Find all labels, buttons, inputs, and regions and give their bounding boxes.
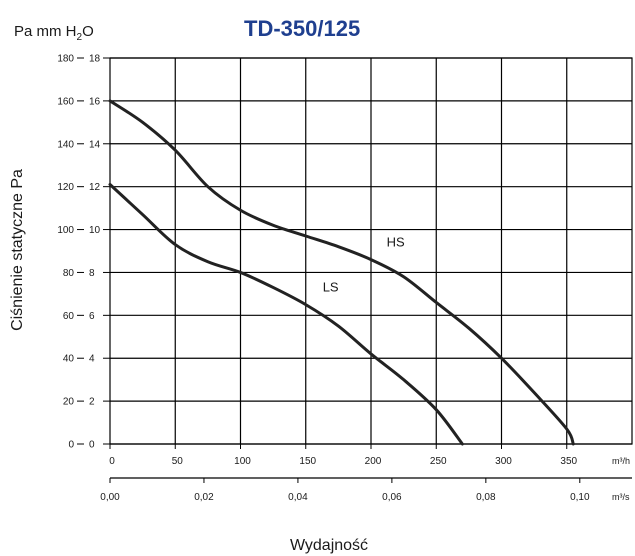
x-tick-label-m3s: 0,06 xyxy=(382,492,402,503)
y-tick-label-mmh2o: 16 xyxy=(89,96,101,107)
y-axis-label: Ciśnienie statyczne Pa xyxy=(9,169,26,331)
chart-title: TD-350/125 xyxy=(244,16,360,41)
x-tick-label-m3h: 350 xyxy=(560,456,577,467)
y-tick-label-pa: 0 xyxy=(68,440,74,451)
y-tick-label-pa: 20 xyxy=(63,397,75,408)
x-tick-label-m3s: 0,08 xyxy=(476,492,496,503)
y-tick-label-mmh2o: 14 xyxy=(89,139,101,150)
x-ticks-m3s: 0,00 0,02 0,04 0,06 0,08 0,10 m³/s xyxy=(100,478,632,503)
x-tick-label-m3h: 100 xyxy=(234,456,251,467)
x-unit-m3s: m³/s xyxy=(612,492,630,502)
y-tick-label-mmh2o: 18 xyxy=(89,54,101,65)
x-tick-label-m3h: 250 xyxy=(430,456,447,467)
series-ls-label: LS xyxy=(323,280,339,295)
x-tick-label-m3s: 0,04 xyxy=(288,492,308,503)
y-tick-label-mmh2o: 10 xyxy=(89,225,101,236)
series-ls-line xyxy=(110,185,462,444)
x-tick-label-m3s: 0,10 xyxy=(570,492,590,503)
y-tick-label-pa: 80 xyxy=(63,268,75,279)
y-tick-label-pa: 60 xyxy=(63,311,75,322)
y-ticks-mmh2o: 0 2 4 6 8 10 12 14 16 18 xyxy=(89,54,110,451)
y-tick-label-mmh2o: 8 xyxy=(89,268,95,279)
x-axis-label: Wydajność xyxy=(290,537,368,554)
x-tick-label-m3h: 200 xyxy=(365,456,382,467)
y-tick-label-mmh2o: 4 xyxy=(89,354,95,365)
y-tick-label-pa: 140 xyxy=(57,139,74,150)
y-tick-label-pa: 40 xyxy=(63,354,75,365)
y-tick-label-mmh2o: 12 xyxy=(89,182,101,193)
units-label: Pa mm H2O xyxy=(14,23,94,43)
y-tick-label-pa: 160 xyxy=(57,96,74,107)
y-tick-label-mmh2o: 2 xyxy=(89,397,95,408)
x-tick-label-m3h: 300 xyxy=(495,456,512,467)
x-unit-m3h: m³/h xyxy=(612,456,630,466)
x-tick-label-m3s: 0,00 xyxy=(100,492,120,503)
x-tick-label-m3h: 50 xyxy=(172,456,184,467)
x-tick-label-m3h: 0 xyxy=(109,456,115,467)
x-ticks-m3h: 0 50 100 150 200 250 300 350 m³/h xyxy=(109,444,630,467)
series-hs-label: HS xyxy=(387,235,405,250)
y-tick-label-mmh2o: 6 xyxy=(89,311,95,322)
y-ticks-pa: 0 20 40 60 80 100 120 140 160 180 xyxy=(57,54,84,451)
y-tick-label-pa: 120 xyxy=(57,182,74,193)
x-tick-label-m3s: 0,02 xyxy=(194,492,214,503)
x-tick-label-m3h: 150 xyxy=(299,456,316,467)
y-tick-label-pa: 180 xyxy=(57,54,74,65)
y-tick-label-mmh2o: 0 xyxy=(89,440,95,451)
y-tick-label-pa: 100 xyxy=(57,225,74,236)
